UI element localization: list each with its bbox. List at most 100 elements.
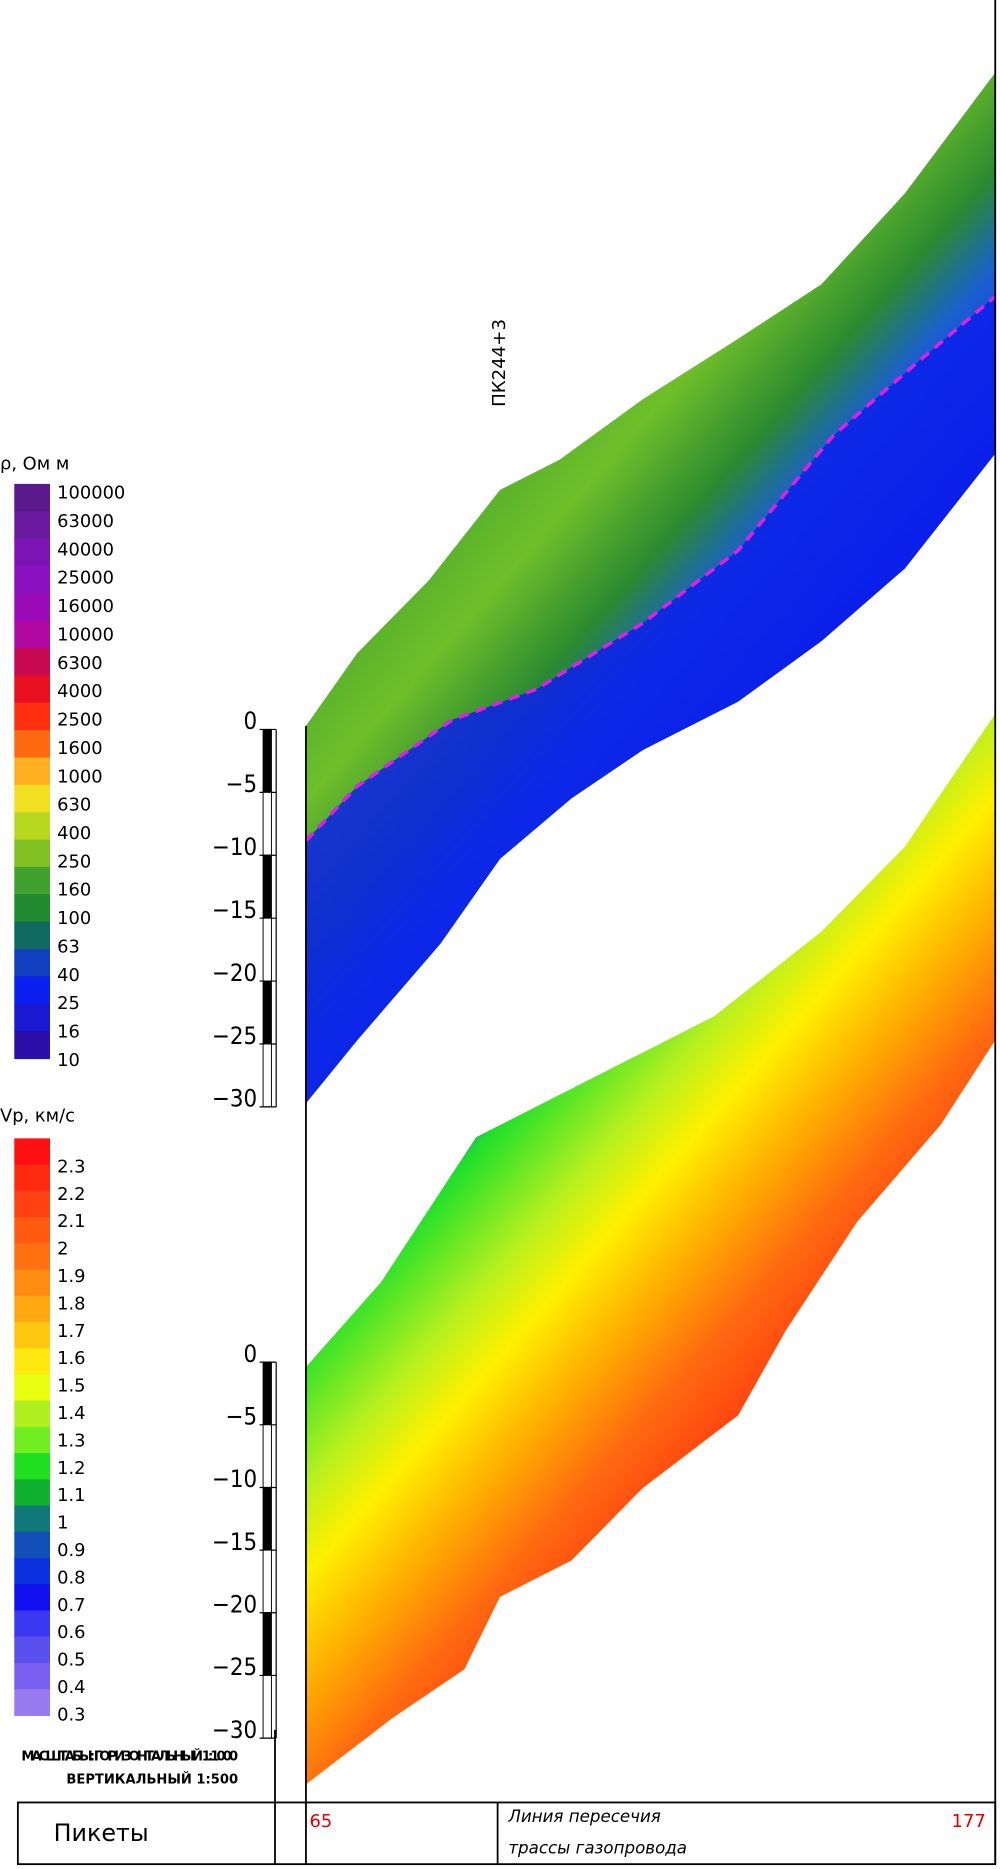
legend-label: 1.1 [57,1485,85,1506]
legend-label: 0.4 [57,1677,85,1698]
legend-label: 1600 [57,738,102,759]
legend-swatch [14,949,51,978]
legend-swatch [14,620,51,649]
legend-swatch [14,1426,51,1454]
legend-swatch [14,1374,51,1402]
legend-swatch [14,1636,51,1664]
legend-label: 16 [57,1021,80,1042]
legend-label: 1.6 [57,1348,85,1369]
legend-label: 630 [57,795,91,816]
legend-swatch [14,1662,51,1690]
legend-label: 25 [57,993,80,1014]
depth-tick-label: −30 [212,1716,257,1744]
legend-swatch [14,1190,51,1218]
legend-label: 1 [57,1512,68,1533]
legend-swatch [14,730,51,759]
legend-label: 0.6 [57,1622,85,1643]
legend-label: 63 [57,936,80,957]
depth-ruler-block [262,1549,272,1614]
depth-ruler-block [262,1424,272,1488]
legend-label: 2.2 [57,1184,85,1205]
legend-swatch [14,1584,51,1612]
scale-note: МАСШТАБЫ: ГОРИЗОНТАЛЬНЫЙ 1:1000 [21,1747,238,1764]
depth-tick-label: −20 [212,959,257,987]
legend-label: 16000 [57,596,114,617]
depth-ruler-block [262,1612,272,1676]
end-station: 177 [952,1811,986,1832]
legend-swatch [14,1243,51,1271]
legend-swatch [14,894,51,923]
legend-swatch [14,1164,51,1192]
legend-swatch [14,1689,51,1716]
legend-label: 0.3 [57,1704,85,1725]
depth-tick-label: −10 [212,833,257,861]
legend-swatch [14,866,51,895]
legend-swatch [14,538,51,567]
legend-swatch [14,1217,51,1244]
legend-label: 0.7 [57,1595,85,1616]
legend-swatch [14,1453,51,1480]
depth-ruler-block [262,980,272,1045]
legend-label: 63000 [57,511,114,532]
footer-table [16,1801,997,1866]
depth-ruler-block [262,1674,272,1739]
depth-tick-label: −5 [226,770,258,798]
legend-swatch [14,1557,51,1585]
legend-label: 2 [57,1238,68,1259]
velocity-field [305,713,996,1785]
legend-label: 250 [57,851,91,872]
depth-ruler-block [262,917,272,982]
legend-label: 1.2 [57,1458,85,1479]
legend-swatch [14,1348,51,1375]
legend-swatch [14,812,51,841]
depth-ruler-block [262,1361,272,1426]
legend-label: 1.3 [57,1430,85,1451]
legend-label: 40000 [57,539,114,560]
legend-swatch [14,702,51,731]
legend-label: 4000 [57,681,102,702]
depth-ruler-block [262,1486,272,1551]
footer-note: Линия пересечия [507,1806,660,1826]
legend-label: 400 [57,823,91,844]
depth-tick-label: 0 [244,707,258,735]
depth-tick-label: −25 [212,1653,257,1681]
depth-ruler-block [262,728,272,793]
legend-swatch [14,921,51,950]
legend-swatch [14,1138,51,1166]
legend-swatch [14,839,51,868]
legend-swatch [14,1321,51,1349]
legend-label: 0.5 [57,1649,85,1670]
legend-swatch [14,1295,51,1323]
depth-tick-label: −5 [226,1402,258,1430]
interface-line [304,294,997,843]
legend-label: 100000 [57,482,125,503]
legend-label: 10000 [57,624,114,645]
depth-tick-label: −25 [212,1022,257,1050]
depth-ruler-block [262,1043,272,1108]
start-station: 65 [310,1811,333,1832]
legend-label: 1.8 [57,1293,85,1314]
legend-label: 0.9 [57,1540,85,1561]
depth-tick-label: −20 [212,1590,257,1618]
legend-label: 6300 [57,653,102,674]
legend-swatch [14,1479,51,1507]
depth-ruler-block [262,791,272,856]
scale-note: ВЕРТИКАЛЬНЫЙ 1:500 [66,1770,238,1787]
legend-swatch [14,1531,51,1559]
legend-label: 1.5 [57,1375,85,1396]
legend-swatch [14,1505,51,1533]
depth-tick-label: −10 [212,1465,257,1493]
station-label: ПК244+3 [489,319,510,407]
legend-swatch [14,1003,51,1032]
legend-label: 2.1 [57,1211,85,1232]
legend-label: 40 [57,965,80,986]
legend-swatch [14,1610,51,1638]
footer-label: Пикеты [54,1819,149,1847]
legend-swatch [14,784,51,813]
resistivity-blue-zone [305,296,996,1104]
footer-note: трассы газопровода [508,1837,687,1857]
depth-tick-label: 0 [244,1340,258,1368]
legend-label: 25000 [57,568,114,589]
legend-swatch [14,593,51,622]
